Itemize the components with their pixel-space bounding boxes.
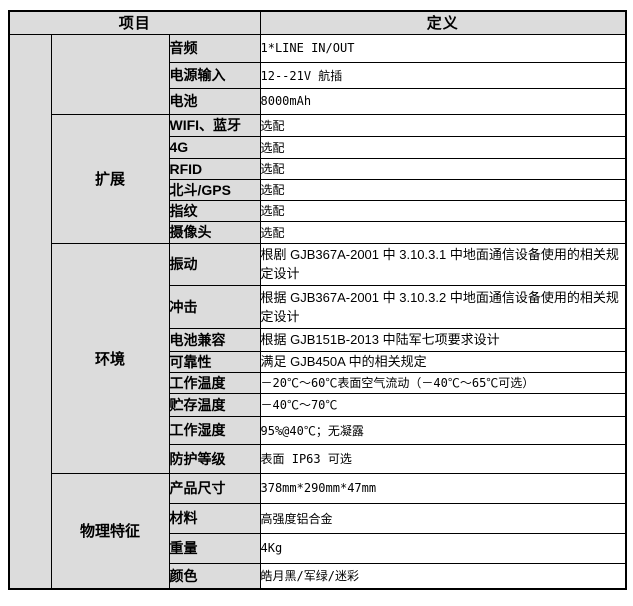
left-spacer-cell [8,33,52,590]
spec-value: 表面 IP63 可选 [259,443,627,474]
spec-value: 选配 [259,157,627,180]
spec-label: 4G [168,135,261,159]
spec-label: 工作温度 [168,371,261,394]
table-row: 指纹 选配 [9,199,627,222]
spec-value: 选配 [259,135,627,159]
spec-value: 根剧 GJB367A-2001 中 3.10.3.1 中地面通信设备使用的相关规… [259,242,627,286]
group-cell-physical: 物理特征 [50,472,170,590]
spec-value: 满足 GJB450A 中的相关规定 [259,350,627,373]
table-row: 工作温度 －20℃～60℃表面空气流动（－40℃～65℃可选） [9,371,627,394]
header-item: 项目 [8,10,261,35]
spec-label: 防护等级 [168,443,261,474]
spec-value: 根据 GJB151B-2013 中陆军七项要求设计 [259,327,627,352]
table-row: 扩展 WIFI、蓝牙 选配 [9,113,627,244]
spec-label: 可靠性 [168,350,261,373]
spec-label: 工作湿度 [168,415,261,445]
spec-value: 根据 GJB367A-2001 中 3.10.3.2 中地面通信设备使用的相关规… [259,284,627,329]
table-row: 防护等级 表面 IP63 可选 [9,443,627,474]
spec-label: WIFI、蓝牙 [168,113,261,137]
spec-label: 贮存温度 [168,392,261,417]
spec-value: 12--21V 航插 [259,61,627,89]
spec-label: 冲击 [168,284,261,329]
spec-value: 选配 [259,113,627,137]
spec-label: 指纹 [168,199,261,222]
spec-label: 材料 [168,502,261,534]
table-row: 重量 4Kg [9,532,627,564]
spec-label: 产品尺寸 [168,472,261,504]
header-row: 项目 定义 [8,10,627,35]
group-cell-expansion: 扩展 [50,113,170,244]
spec-value: －20℃～60℃表面空气流动（－40℃～65℃可选） [259,371,627,394]
spec-label: 电池兼容 [168,327,261,352]
table-row: 贮存温度 －40℃～70℃ [9,392,627,417]
spec-value: 高强度铝合金 [259,502,627,534]
group-cell-basic [50,33,170,115]
table-row: 电源输入 12--21V 航插 [9,61,627,89]
spec-value: 选配 [259,220,627,244]
spec-value: 选配 [259,199,627,222]
table-row: RFID 选配 [9,157,627,180]
table-row: 颜色 皓月黑/军绿/迷彩 [9,562,627,590]
group-cell-environment: 环境 [50,242,170,474]
spec-value: 选配 [259,178,627,201]
spec-value: 8000mAh [259,87,627,115]
spec-value: 378mm*290mm*47mm [259,472,627,504]
spec-label: 振动 [168,242,261,286]
spec-value: 4Kg [259,532,627,564]
spec-value: 皓月黑/军绿/迷彩 [259,562,627,590]
table-row: 音频 1*LINE IN/OUT [8,33,627,590]
spec-value: 1*LINE IN/OUT [259,33,627,63]
spec-label: 电源输入 [168,61,261,89]
table-row: 可靠性 满足 GJB450A 中的相关规定 [9,350,627,373]
spec-label: 重量 [168,532,261,564]
spec-label: 北斗/GPS [168,178,261,201]
spec-value: 95%@40℃；无凝露 [259,415,627,445]
spec-value: －40℃～70℃ [259,392,627,417]
spec-label: 电池 [168,87,261,115]
spec-label: 音频 [168,33,261,63]
header-definition: 定义 [259,10,627,35]
spec-table: 项目 定义 音频 1*LINE IN/OUT 电源输入 12--21V 航插 电… [8,10,627,590]
spec-label: RFID [168,157,261,180]
table-row: 工作湿度 95%@40℃；无凝露 [9,415,627,445]
table-row: 环境 振动 根剧 GJB367A-2001 中 3.10.3.1 中地面通信设备… [9,242,627,474]
table-row: 物理特征 产品尺寸 378mm*290mm*47mm [9,472,627,590]
spec-label: 颜色 [168,562,261,590]
table-row: 电池 8000mAh [9,87,627,115]
spec-label: 摄像头 [168,220,261,244]
